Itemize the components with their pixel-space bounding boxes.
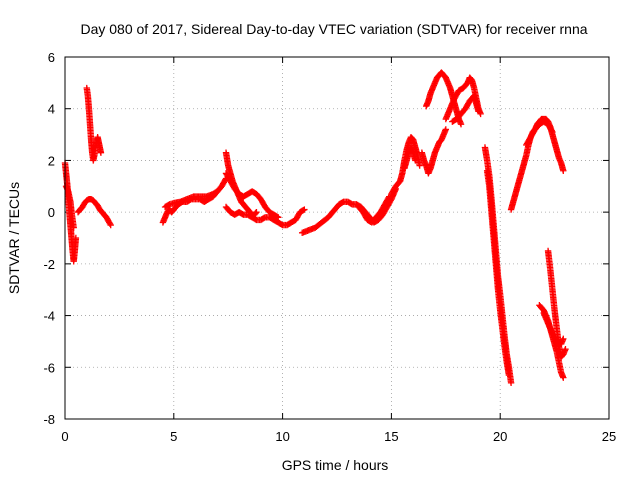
y-tick-label: 4: [48, 102, 55, 117]
grid-lines: [65, 57, 609, 419]
plot-frame: [64, 56, 610, 420]
data-point: [505, 371, 513, 379]
data-point: [301, 206, 308, 213]
axis-ticks: [64, 56, 610, 420]
data-point: [562, 345, 569, 353]
y-tick-label: -8: [43, 412, 55, 427]
tick-labels: 0 5 10 15 20 25 -8 -6 -4 -2 0 2 4 6: [43, 50, 616, 444]
y-axis-label: SDTVAR / TECUs: [6, 182, 22, 294]
data-point: [457, 121, 465, 128]
chart-title: Day 080 of 2017, Sidereal Day-to-day VTE…: [80, 21, 587, 37]
x-tick-label: 5: [170, 429, 177, 444]
data-point: [253, 208, 260, 216]
data-point: [442, 126, 449, 133]
data-point: [107, 221, 114, 229]
data-point: [475, 108, 482, 115]
data-point: [252, 209, 259, 217]
data-point: [72, 234, 80, 242]
y-tick-label: -6: [43, 360, 55, 375]
data-point: [97, 149, 105, 156]
y-tick-label: 6: [48, 50, 55, 65]
y-tick-label: -2: [43, 257, 55, 272]
data-point: [507, 379, 515, 386]
data-point: [560, 374, 567, 381]
data-point: [548, 127, 555, 134]
x-tick-label: 10: [275, 429, 289, 444]
data-point: [560, 335, 567, 343]
y-tick-label: 0: [48, 205, 55, 220]
data-point: [416, 162, 423, 169]
data-point: [412, 157, 419, 164]
x-tick-label: 0: [61, 429, 68, 444]
y-tick-label: -4: [43, 309, 55, 324]
y-tick-label: 2: [48, 153, 55, 168]
x-tick-label: 25: [602, 429, 616, 444]
data-point: [385, 194, 392, 202]
data-point: [549, 128, 556, 136]
data-point: [70, 224, 77, 231]
x-tick-label: 20: [493, 429, 507, 444]
x-tick-label: 15: [384, 429, 398, 444]
data-point: [214, 188, 221, 195]
data-point: [106, 220, 114, 227]
x-axis-label: GPS time / hours: [282, 457, 389, 473]
data-points: [61, 69, 569, 386]
data-point: [560, 167, 567, 174]
